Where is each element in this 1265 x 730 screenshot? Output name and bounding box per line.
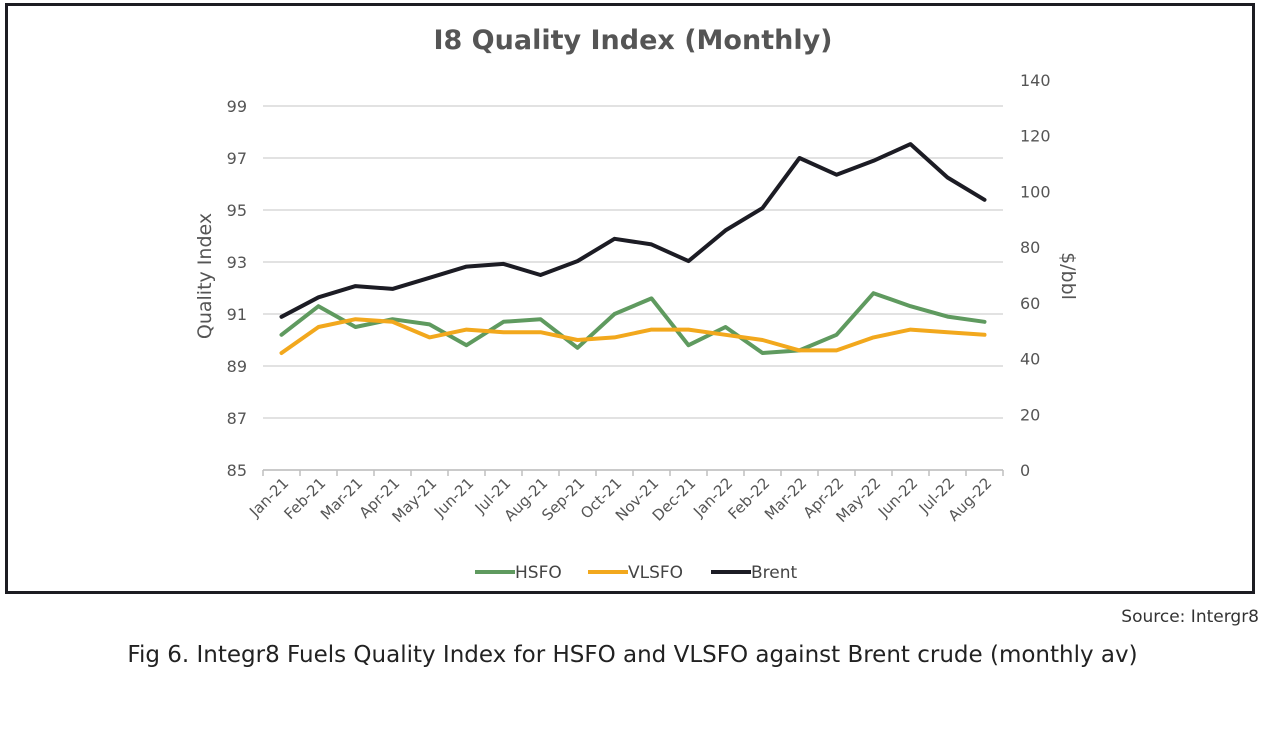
y-left-tick-label: 89 bbox=[227, 357, 247, 376]
y-left-tick-label: 97 bbox=[227, 149, 247, 168]
y-left-tick-label: 91 bbox=[227, 305, 247, 324]
series-line-brent bbox=[279, 142, 987, 319]
y-axis-right-label: $/bbl bbox=[1057, 252, 1079, 300]
figure-caption: Fig 6. Integr8 Fuels Quality Index for H… bbox=[127, 642, 1138, 668]
y-right-tick-label: 80 bbox=[1020, 238, 1040, 257]
legend-label-brent: Brent bbox=[751, 563, 798, 583]
y-left-tick-label: 85 bbox=[227, 461, 247, 480]
source-note: Source: Intergr8 bbox=[1121, 607, 1259, 627]
series-line-vlsfo bbox=[279, 317, 987, 355]
y-right-tick-label: 60 bbox=[1020, 294, 1040, 313]
chart-svg: I8 Quality Index (Monthly) Quality Index… bbox=[194, 25, 1079, 583]
y-left-tick-label: 87 bbox=[227, 409, 247, 428]
y-right-tick-label: 140 bbox=[1020, 71, 1051, 90]
chart-title: I8 Quality Index (Monthly) bbox=[433, 25, 832, 56]
y-right-tick-label: 20 bbox=[1020, 405, 1040, 424]
legend-label-hsfo: HSFO bbox=[515, 563, 562, 583]
y-right-tick-label: 0 bbox=[1020, 461, 1030, 480]
x-tick-label: Mar-22 bbox=[761, 474, 810, 523]
x-tick-label: Mar-21 bbox=[317, 474, 366, 523]
series-line-hsfo bbox=[279, 291, 987, 355]
chart-frame: I8 Quality Index (Monthly) Quality Index… bbox=[5, 3, 1255, 594]
y-left-tick-label: 95 bbox=[227, 201, 247, 220]
y-left-tick-label: 99 bbox=[227, 97, 247, 116]
y-right-tick-label: 40 bbox=[1020, 350, 1040, 369]
y-left-tick-label: 93 bbox=[227, 253, 247, 272]
legend-label-vlsfo: VLSFO bbox=[628, 563, 683, 583]
axis-ticks: 8587899193959799020406080100120140Jan-21… bbox=[227, 71, 1051, 526]
series-lines bbox=[279, 142, 987, 355]
grid-lines bbox=[262, 105, 1004, 476]
y-right-tick-label: 100 bbox=[1020, 182, 1051, 201]
legend: HSFO VLSFO Brent bbox=[475, 563, 798, 583]
x-tick-label: Jun-21 bbox=[430, 474, 477, 521]
y-axis-left-label: Quality Index bbox=[194, 213, 216, 339]
x-tick-label: Jun-22 bbox=[874, 474, 921, 521]
y-right-tick-label: 120 bbox=[1020, 127, 1051, 146]
